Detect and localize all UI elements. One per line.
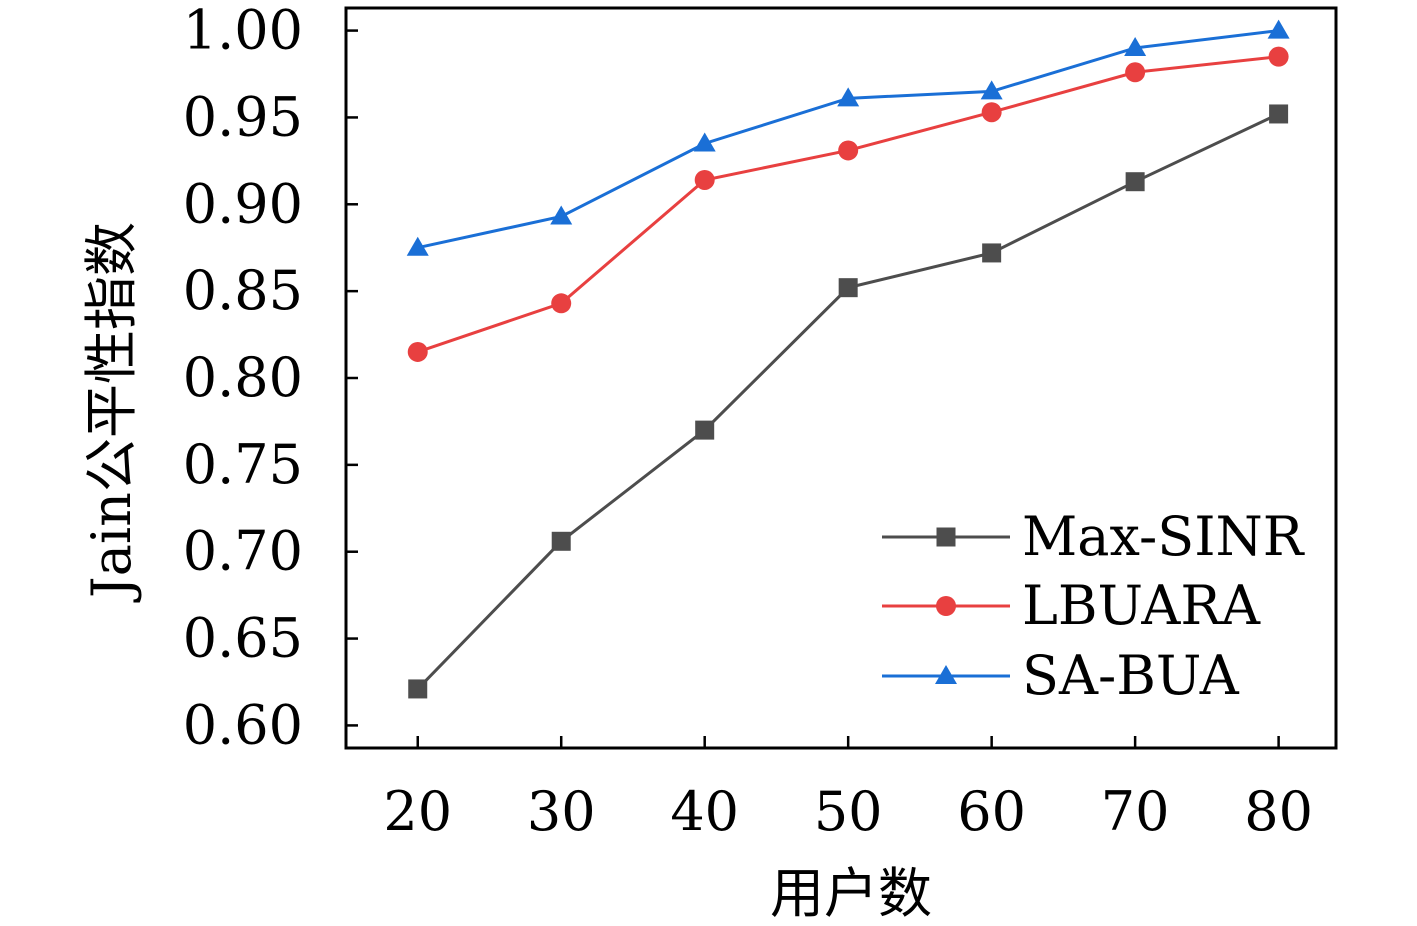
data-point-lbuara — [694, 169, 715, 190]
y-tick-label: 0.75 — [183, 433, 303, 496]
legend-item-max-sinr: Max-SINR — [882, 505, 1305, 568]
data-point-sa-bua — [980, 80, 1003, 100]
data-point-max-sinr — [1125, 172, 1145, 192]
series-line-sa-bua — [417, 29, 1279, 250]
data-point-lbuara — [838, 140, 859, 161]
x-tick-label: 20 — [383, 780, 452, 843]
x-tick-label: 30 — [527, 780, 596, 843]
data-point-sa-bua — [1267, 19, 1290, 39]
data-point-max-sinr — [408, 679, 428, 699]
data-point-sa-bua — [550, 205, 573, 225]
x-tick-label: 50 — [814, 780, 883, 843]
x-tick-label: 80 — [1244, 780, 1313, 843]
y-tick-label: 0.80 — [183, 346, 303, 409]
data-point-lbuara — [981, 102, 1002, 123]
data-point-sa-bua — [1124, 36, 1147, 56]
data-point-lbuara — [1268, 46, 1289, 67]
legend-label: Max-SINR — [1022, 505, 1305, 568]
data-point-max-sinr — [982, 243, 1002, 263]
y-tick-label: 0.90 — [183, 172, 303, 235]
legend-item-sa-bua: SA-BUA — [882, 644, 1240, 707]
legend-marker — [935, 665, 957, 684]
data-point-sa-bua — [837, 87, 860, 107]
x-axis-title: 用户数 — [770, 862, 932, 925]
data-point-sa-bua — [406, 236, 429, 256]
data-point-max-sinr — [695, 420, 715, 440]
data-point-max-sinr — [838, 278, 858, 298]
data-point-max-sinr — [1269, 104, 1289, 124]
data-point-lbuara — [1125, 62, 1146, 83]
plot-frame — [344, 6, 1338, 750]
y-tick-label: 0.65 — [183, 607, 303, 670]
data-point-max-sinr — [551, 531, 571, 551]
legend-label: LBUARA — [1022, 574, 1261, 637]
legend-item-lbuara: LBUARA — [882, 574, 1261, 637]
x-tick-label: 60 — [957, 780, 1026, 843]
y-tick-label: 0.85 — [183, 259, 303, 322]
y-axis-title: Jain公平性指数 — [80, 222, 143, 603]
y-tick-label: 0.95 — [183, 85, 303, 148]
y-tick-label: 0.70 — [183, 520, 303, 583]
series-lbuara — [407, 46, 1289, 362]
y-tick-label: 0.60 — [183, 693, 303, 756]
axis-ticks: 20 30 40 50 60 70 80 0.60 0.65 0.70 0.75 0.80 0.85 0.… — [183, 0, 1313, 843]
series-max-sinr — [408, 104, 1289, 699]
data-point-lbuara — [551, 293, 572, 314]
series-sa-bua — [406, 19, 1290, 256]
legend-marker — [936, 596, 956, 616]
x-tick-label: 40 — [670, 780, 739, 843]
legend-label: SA-BUA — [1022, 644, 1240, 707]
x-tick-label: 70 — [1101, 780, 1170, 843]
legend-marker — [936, 527, 956, 547]
data-point-sa-bua — [693, 132, 716, 152]
data-point-lbuara — [407, 341, 428, 362]
y-tick-label: 1.00 — [183, 0, 303, 62]
series-group — [406, 19, 1290, 699]
